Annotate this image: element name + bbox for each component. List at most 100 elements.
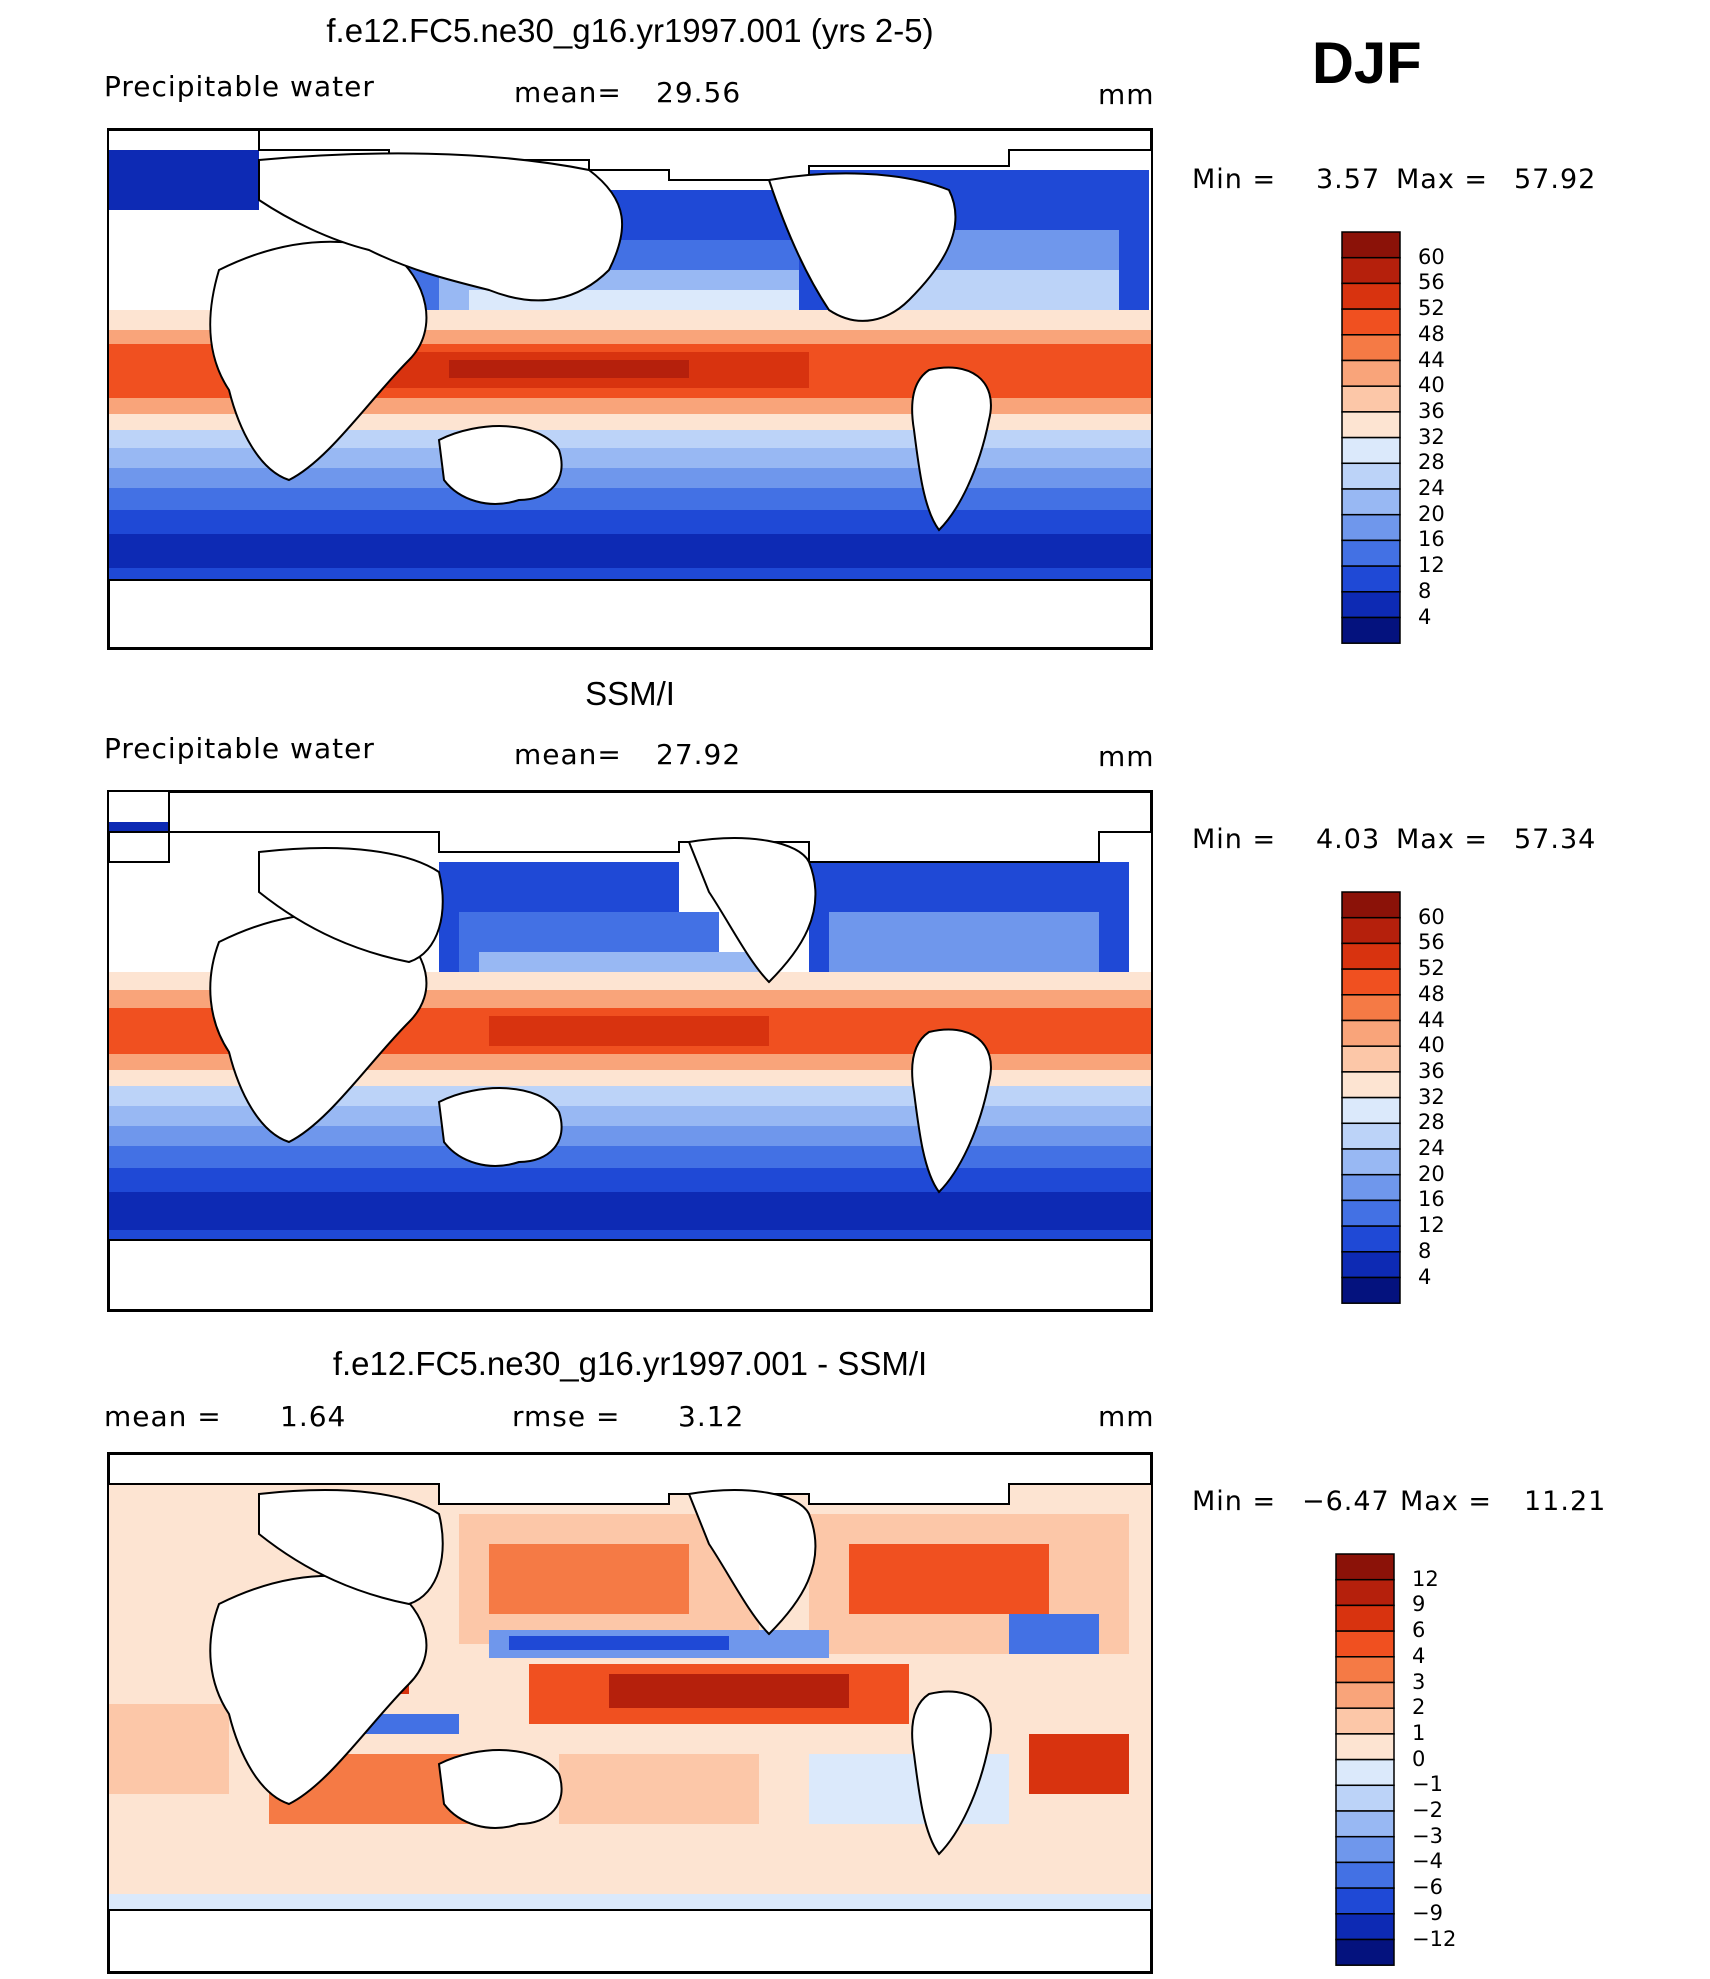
- colorbar-tick-label: 44: [1418, 347, 1445, 372]
- colorbar-swatch: [1341, 1225, 1401, 1253]
- panel3-map: [107, 1452, 1153, 1974]
- colorbar-tick-label: −6: [1412, 1875, 1443, 1900]
- colorbar-tick-label: 36: [1418, 1058, 1445, 1083]
- panel2-title: SSM/I: [585, 675, 675, 712]
- panel3-mean-label: mean =: [104, 1400, 222, 1433]
- colorbar-tick-label: 52: [1418, 956, 1445, 981]
- colorbar-swatch: [1341, 1096, 1401, 1125]
- colorbar-swatch: [1335, 1810, 1395, 1838]
- panel3-title: f.e12.FC5.ne30_g16.yr1997.001 - SSM/I: [332, 1345, 928, 1382]
- panel2-mean-label: mean=: [514, 738, 622, 771]
- colorbar-tick-label: 20: [1418, 1161, 1445, 1186]
- colorbar-swatch: [1335, 1938, 1395, 1966]
- colorbar-tick-label: 32: [1418, 424, 1445, 449]
- colorbar-tick-label: 32: [1418, 1084, 1445, 1109]
- panel2-mean-value: 27.92: [656, 738, 742, 771]
- colorbar-tick-label: 28: [1418, 1110, 1445, 1135]
- colorbar-tick-label: 44: [1418, 1007, 1445, 1032]
- panel1-map: [107, 128, 1153, 650]
- colorbar-swatch: [1341, 436, 1401, 465]
- panel1-title: f.e12.FC5.ne30_g16.yr1997.001 (yrs 2-5): [326, 12, 934, 49]
- colorbar-tick-label: −3: [1412, 1823, 1443, 1848]
- panel1-units: mm: [1098, 78, 1155, 111]
- colorbar-swatch: [1341, 256, 1401, 285]
- panel2-map: [107, 790, 1153, 1312]
- panel1-min-label: Min =: [1192, 164, 1277, 195]
- colorbar-tick-label: 4: [1418, 604, 1432, 629]
- colorbar-tick-label: 56: [1418, 270, 1445, 295]
- panel3-rmse-label: rmse =: [512, 1400, 621, 1433]
- colorbar-tick-label: 3: [1412, 1669, 1426, 1694]
- colorbar-swatch: [1341, 282, 1401, 310]
- colorbar-swatch: [1341, 1148, 1401, 1176]
- colorbar-swatch: [1335, 1553, 1395, 1581]
- colorbar-tick-label: 4: [1418, 1264, 1432, 1289]
- panel2-min-label: Min =: [1192, 824, 1277, 855]
- colorbar-swatch: [1341, 411, 1401, 439]
- colorbar-tick-label: 1: [1412, 1720, 1426, 1745]
- colorbar-tick-label: −9: [1412, 1900, 1443, 1925]
- colorbar-tick-label: 24: [1418, 476, 1445, 500]
- panel3-max-label: Max =: [1400, 1486, 1493, 1517]
- colorbar-tick-label: 36: [1418, 398, 1445, 423]
- colorbar-swatch: [1341, 308, 1401, 336]
- colorbar-tick-label: 28: [1418, 450, 1445, 475]
- colorbar-swatch: [1341, 385, 1401, 413]
- colorbar-tick-label: −12: [1412, 1926, 1457, 1951]
- colorbar-tick-label: 16: [1418, 527, 1445, 552]
- colorbar-swatch: [1335, 1758, 1395, 1787]
- colorbar-swatch: [1341, 565, 1401, 593]
- panel3-units: mm: [1098, 1400, 1155, 1433]
- colorbar-tick-label: 16: [1418, 1187, 1445, 1212]
- colorbar-tick-label: 9: [1412, 1592, 1426, 1617]
- colorbar-tick-label: 60: [1418, 904, 1445, 929]
- colorbar-swatch: [1341, 359, 1401, 387]
- panel1-map-svg: [109, 130, 1151, 648]
- panel2-min-value: 4.03: [1316, 824, 1381, 855]
- colorbar-tick-label: 6: [1412, 1618, 1426, 1643]
- panel2-max-label: Max =: [1396, 824, 1489, 855]
- colorbar-swatch: [1335, 1681, 1395, 1709]
- panel3-max-value: 11.21: [1524, 1486, 1607, 1517]
- colorbar-swatch: [1335, 1784, 1395, 1812]
- colorbar-tick-label: 12: [1418, 553, 1445, 578]
- colorbar-swatch: [1341, 1122, 1401, 1150]
- colorbar-tick-label: 52: [1418, 296, 1445, 321]
- panel3-mean-value: 1.64: [280, 1400, 347, 1433]
- colorbar-tick-label: 0: [1412, 1746, 1426, 1771]
- panel3-min-value: −6.47: [1302, 1486, 1390, 1517]
- panel2-max-value: 57.34: [1514, 824, 1597, 855]
- colorbar-svg: [1341, 231, 1401, 644]
- colorbar-swatch: [1341, 462, 1401, 490]
- colorbar-swatch: [1335, 1630, 1395, 1658]
- colorbar-swatch: [1335, 1733, 1395, 1761]
- colorbar-tick-label: 8: [1418, 1238, 1432, 1263]
- colorbar-swatch: [1341, 616, 1401, 644]
- colorbar-swatch: [1335, 1835, 1395, 1864]
- colorbar-swatch: [1335, 1861, 1395, 1889]
- panel1-max-value: 57.92: [1514, 164, 1597, 195]
- colorbar-tick-label: 12: [1412, 1566, 1439, 1591]
- colorbar-swatch: [1341, 916, 1401, 945]
- colorbar-swatch: [1341, 994, 1401, 1022]
- colorbar-swatch: [1341, 1173, 1401, 1202]
- colorbar-svg: [1341, 891, 1401, 1304]
- colorbar-tick-label: 48: [1418, 321, 1445, 346]
- colorbar-tick-label: 20: [1418, 501, 1445, 526]
- colorbar-swatch: [1335, 1578, 1395, 1607]
- panel2-variable-label: Precipitable water: [104, 732, 375, 765]
- colorbar-swatch: [1341, 942, 1401, 970]
- colorbar-swatch: [1335, 1656, 1395, 1684]
- colorbar-swatch: [1341, 1199, 1401, 1227]
- colorbar-swatch: [1341, 334, 1401, 362]
- panel1-min-value: 3.57: [1316, 164, 1381, 195]
- colorbar-tick-label: 40: [1418, 1033, 1445, 1058]
- colorbar-swatch: [1341, 1251, 1401, 1279]
- panel3-rmse-value: 3.12: [678, 1400, 745, 1433]
- panel1-land: [109, 130, 1151, 648]
- colorbar-swatch: [1341, 1019, 1401, 1047]
- colorbar-swatch: [1335, 1604, 1395, 1632]
- colorbar-tick-label: −4: [1412, 1849, 1443, 1874]
- colorbar-swatch: [1341, 539, 1401, 567]
- colorbar-swatch: [1341, 1045, 1401, 1073]
